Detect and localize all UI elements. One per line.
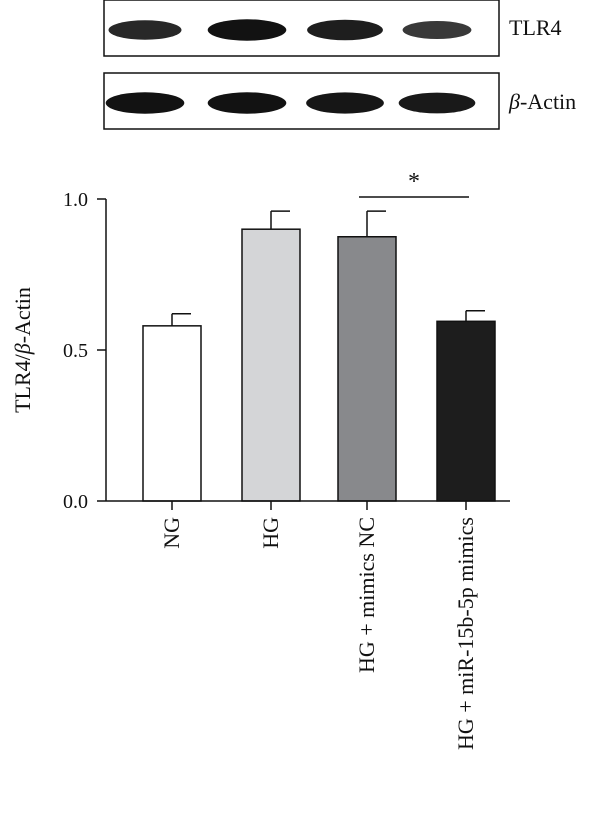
- bar: [241, 228, 301, 502]
- blot-label-actin-rest: -Actin: [520, 89, 576, 114]
- x-ticks: NG HG HG + mimics NC HG + miR-15b-5p mimics: [159, 501, 478, 750]
- significance-label: *: [408, 169, 420, 195]
- y-ticks: 0.0 0.5 1.0: [63, 189, 106, 513]
- x-tick-label: HG + mimics NC: [354, 517, 379, 673]
- blot-label-tlr4: TLR4: [509, 15, 562, 40]
- bar: [337, 236, 397, 502]
- bar: [142, 325, 202, 502]
- y-tick-label: 1.0: [63, 189, 88, 211]
- y-tick-label: 0.0: [63, 491, 88, 513]
- blot-label-actin: β-Actin: [508, 89, 576, 114]
- y-axis-title: TLR4/β-Actin: [10, 287, 35, 413]
- blot-label-actin-italic: β: [508, 89, 520, 114]
- blot-bands-tlr4: [108, 19, 472, 41]
- x-tick-label: HG: [258, 517, 283, 549]
- blot-band: [307, 19, 383, 41]
- blot-band: [306, 92, 384, 114]
- significance-markers: *: [359, 169, 469, 198]
- bar-chart: 0.0 0.5 1.0 NG HG HG + mimics NC HG + miR-15b…: [10, 169, 510, 750]
- y-axis-title-post: -Actin: [10, 287, 35, 343]
- bars: [142, 228, 496, 502]
- error-bars: [171, 210, 485, 326]
- y-axis-title-italic: β: [10, 343, 35, 355]
- x-tick-label: NG: [159, 517, 184, 549]
- y-tick-label: 0.5: [63, 340, 88, 362]
- bar: [436, 320, 496, 502]
- blot-band: [207, 92, 287, 114]
- y-axis-title-pre: TLR4/: [10, 353, 35, 413]
- blot-band: [105, 92, 185, 114]
- x-tick-label: HG + miR-15b-5p mimics: [453, 517, 478, 750]
- blot-band: [398, 92, 476, 114]
- blot-band: [402, 21, 472, 39]
- blot-band: [207, 19, 287, 41]
- blot-band: [108, 20, 182, 40]
- blot-bands-actin: [105, 92, 476, 114]
- blot-panel: TLR4 β-Actin: [103, 0, 576, 130]
